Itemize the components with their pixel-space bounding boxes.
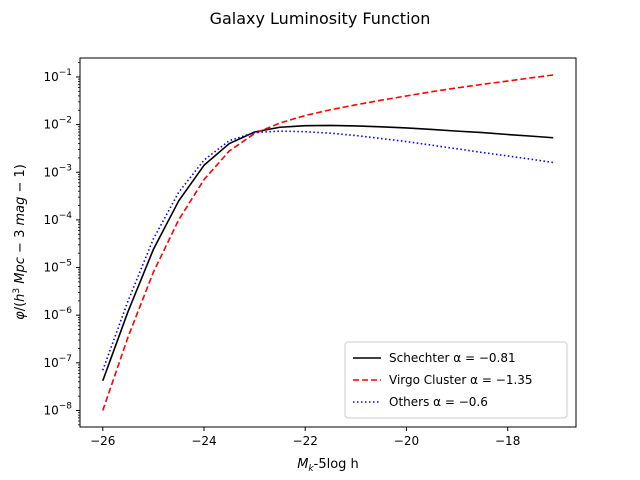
y-tick-label: 10−8	[43, 401, 72, 417]
series-line	[102, 130, 554, 371]
x-tick-label: −22	[293, 434, 318, 448]
series-line	[102, 124, 554, 382]
legend-label: Virgo Cluster α = −1.35	[389, 373, 533, 387]
x-tick-label: −20	[394, 434, 419, 448]
x-tick-label: −24	[191, 434, 216, 448]
legend-label: Others α = −0.6	[389, 395, 488, 409]
y-tick-label: 10−6	[43, 306, 72, 322]
x-axis: −26 −24 −22 −20 −18	[90, 427, 520, 448]
series-line	[102, 74, 554, 411]
y-tick-label: 10−7	[43, 354, 72, 370]
y-tick-label: 10−1	[43, 68, 72, 84]
plot-area	[79, 57, 577, 428]
y-axis-label: φ/(h3 Mpc − 3 mag − 1)	[12, 164, 28, 320]
y-tick-label: 10−3	[43, 163, 72, 179]
x-tick-label: −26	[90, 434, 115, 448]
legend: Schechter α = −0.81 Virgo Cluster α = −1.…	[344, 341, 568, 419]
y-tick-label: 10−2	[43, 116, 72, 132]
y-axis: 10−8 10−7 10−6 10−5 10−4 10−3 10−2 10−1	[43, 62, 80, 426]
legend-box	[344, 341, 568, 419]
y-tick-label: 10−5	[43, 259, 72, 275]
series-layer	[102, 74, 554, 411]
x-tick-label: −18	[495, 434, 520, 448]
plot-frame	[79, 57, 577, 428]
y-tick-label: 10−4	[43, 211, 72, 227]
legend-label: Schechter α = −0.81	[389, 351, 516, 365]
chart-title: Galaxy Luminosity Function	[210, 9, 431, 28]
x-axis-label: Mk-5log h	[297, 457, 359, 474]
